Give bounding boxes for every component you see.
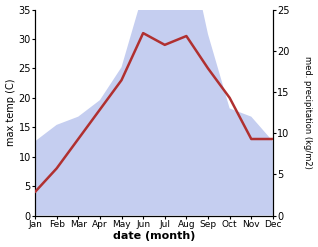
Y-axis label: max temp (C): max temp (C) (5, 79, 16, 146)
Y-axis label: med. precipitation (kg/m2): med. precipitation (kg/m2) (303, 56, 313, 169)
X-axis label: date (month): date (month) (113, 231, 195, 242)
